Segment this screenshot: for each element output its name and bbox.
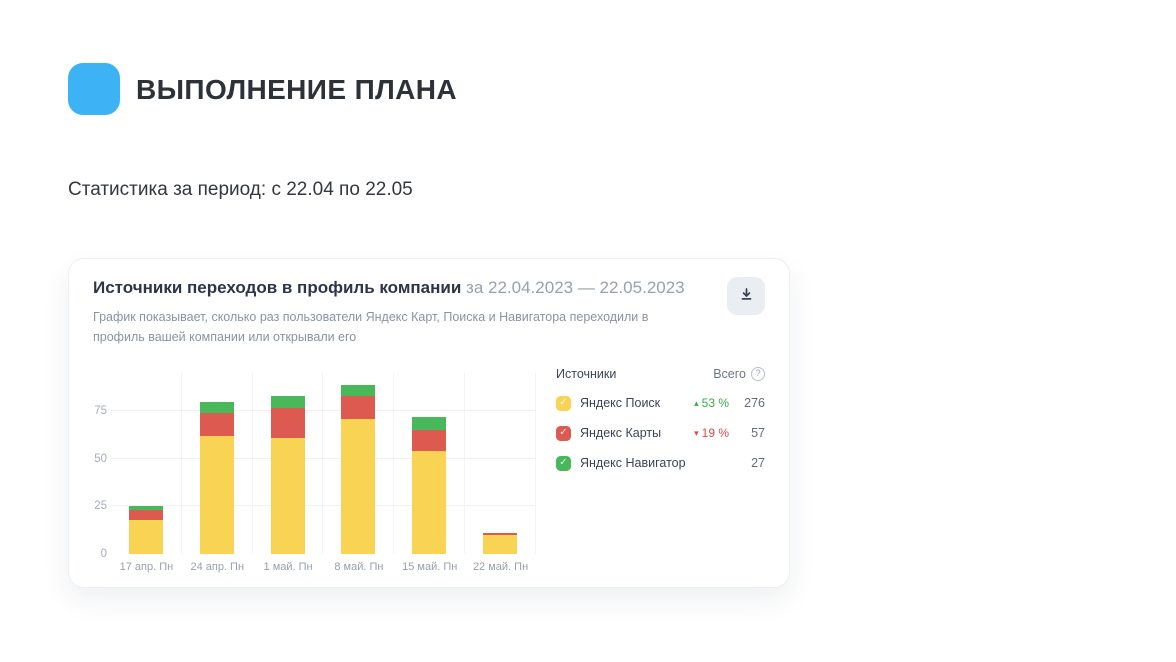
help-icon[interactable]: ? xyxy=(751,366,765,381)
change-percent: 53 % xyxy=(701,396,729,411)
legend-swatch-check-icon: ✓ xyxy=(556,455,571,471)
bar xyxy=(128,506,163,554)
legend-row[interactable]: ✓ Яндекс Карты ▾ 19 % 57 xyxy=(556,425,765,441)
bar-segment[interactable] xyxy=(412,451,447,554)
bar-segment[interactable] xyxy=(412,417,447,431)
legend-swatch-check-icon: ✓ xyxy=(556,395,571,411)
x-tick-label: 8 май. Пн xyxy=(334,560,384,573)
card-content: 0 25 50 75 17 апр. Пн 24 апр. Пн 1 май. Пн 8 м… xyxy=(87,361,765,573)
download-button[interactable] xyxy=(727,277,765,315)
gridline xyxy=(111,457,536,459)
chart-column xyxy=(182,372,253,554)
bar-segment[interactable] xyxy=(270,438,305,554)
bar-segment[interactable] xyxy=(341,396,376,420)
chart-column xyxy=(323,372,395,554)
x-axis-labels: 17 апр. Пн 24 апр. Пн 1 май. Пн 8 май. Пн 15… xyxy=(111,561,536,573)
y-tick-label: 0 xyxy=(100,547,107,560)
legend-total-value: 27 xyxy=(751,456,765,471)
chart-column xyxy=(111,372,182,554)
page-title: ВЫПОЛНЕНИЕ ПЛАНА xyxy=(136,74,458,105)
x-tick-label: 15 май. Пн xyxy=(402,560,458,573)
bar-segment[interactable] xyxy=(270,407,305,439)
bar-segment[interactable] xyxy=(199,436,234,554)
card-title-block: Источники переходов в профиль компании з… xyxy=(93,277,685,347)
gridline xyxy=(111,505,536,507)
change-indicator: ▴ 53 % xyxy=(694,396,729,410)
x-tick-label: 17 апр. Пн xyxy=(119,560,174,573)
legend-row[interactable]: ✓ Яндекс Навигатор 27 xyxy=(556,455,765,471)
chart-columns xyxy=(111,372,536,554)
y-tick-label: 25 xyxy=(94,500,107,513)
bar-segment[interactable] xyxy=(128,519,163,554)
download-icon xyxy=(739,287,754,305)
chart-column xyxy=(253,372,324,554)
change-percent: 19 % xyxy=(701,426,729,441)
bar xyxy=(199,401,234,554)
legend-row[interactable]: ✓ Яндекс Поиск ▴ 53 % 276 xyxy=(556,395,765,411)
plan-accent-icon xyxy=(68,63,120,115)
card-description: График показывает, сколько раз пользоват… xyxy=(93,309,649,344)
change-indicator: ▾ 19 % xyxy=(694,426,729,440)
legend-name: Яндекс Навигатор xyxy=(580,456,686,471)
bar-segment[interactable] xyxy=(341,384,376,397)
bar-segment[interactable] xyxy=(412,430,447,452)
card-header: Источники переходов в профиль компании з… xyxy=(87,277,765,347)
bar-segment[interactable] xyxy=(199,413,234,437)
plot-area: 0 25 50 75 xyxy=(94,372,536,560)
legend-total-value: 276 xyxy=(744,396,765,411)
bar-segment[interactable] xyxy=(270,396,305,408)
legend-total-value: 57 xyxy=(751,426,765,441)
bar xyxy=(483,533,518,554)
legend-rows: ✓ Яндекс Поиск ▴ 53 % 276 ✓ Яндекс Карты ▾ 19 % 5… xyxy=(556,395,765,471)
x-tick-label: 24 апр. Пн xyxy=(190,560,245,573)
card-title-text: Источники переходов в профиль компании xyxy=(93,278,462,297)
bar-segment[interactable] xyxy=(199,401,234,414)
bar xyxy=(341,384,376,554)
legend: Источники Всего ? ✓ Яндекс Поиск ▴ 53 % 276 ✓… xyxy=(556,366,765,573)
bar-segment[interactable] xyxy=(341,419,376,554)
y-tick-label: 50 xyxy=(94,452,107,465)
chart-column xyxy=(394,372,466,554)
bar-segment[interactable] xyxy=(483,534,518,554)
period-line: Статистика за период: с 22.04 по 22.05 xyxy=(68,179,413,200)
chart-column xyxy=(465,372,536,554)
up-triangle-icon: ▴ xyxy=(694,397,699,408)
legend-header: Источники Всего ? xyxy=(556,366,765,381)
legend-total-header: Всего ? xyxy=(713,366,765,381)
x-tick-label: 1 май. Пн xyxy=(263,560,313,573)
legend-total-label: Всего xyxy=(713,366,746,381)
card-title: Источники переходов в профиль компании з… xyxy=(93,277,685,300)
y-tick-label: 75 xyxy=(94,405,107,418)
bar xyxy=(412,417,447,554)
bar-segment[interactable] xyxy=(483,533,518,535)
down-triangle-icon: ▾ xyxy=(694,427,699,438)
x-tick-label: 22 май. Пн xyxy=(472,560,529,573)
legend-source-header: Источники xyxy=(556,366,617,381)
gridline xyxy=(111,410,536,412)
card-title-period: за 22.04.2023 — 22.05.2023 xyxy=(466,278,685,297)
stats-card: Источники переходов в профиль компании з… xyxy=(68,258,790,588)
bar xyxy=(270,396,305,554)
legend-swatch-check-icon: ✓ xyxy=(556,425,571,441)
legend-name: Яндекс Поиск xyxy=(580,396,661,411)
legend-name: Яндекс Карты xyxy=(580,426,662,441)
bar-segment[interactable] xyxy=(128,506,163,511)
chart: 0 25 50 75 17 апр. Пн 24 апр. Пн 1 май. Пн 8 м… xyxy=(87,361,536,573)
bar-segment[interactable] xyxy=(128,510,163,520)
